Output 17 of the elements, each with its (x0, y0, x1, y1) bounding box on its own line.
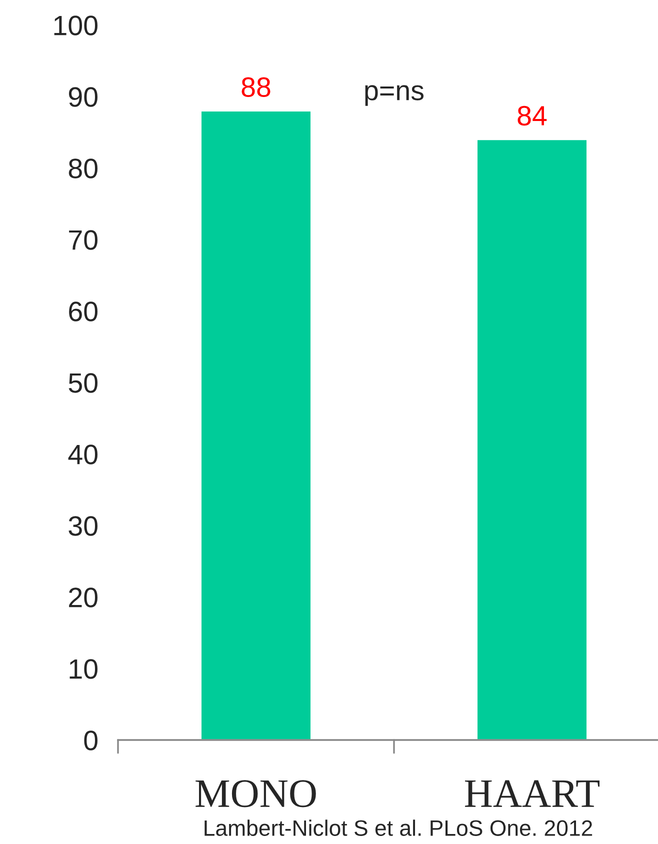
y-tick-label: 50 (68, 373, 98, 393)
y-tick-label: 90 (68, 87, 98, 107)
annotation: p=ns (365, 85, 424, 106)
y-tick-label: 20 (69, 588, 98, 608)
y-tick-label: 30 (68, 516, 98, 536)
x-tick-label: MONO (196, 780, 316, 808)
data-label: 88 (242, 77, 270, 97)
y-tick-label: 0 (84, 730, 98, 750)
y-tick-label: 40 (68, 444, 98, 464)
data-label: 84 (518, 106, 547, 126)
y-tick-label: 70 (69, 230, 98, 250)
text: Lambert-Niclot S et al. PLoS One. 2012 (204, 820, 592, 836)
x-tick-label: HAART (465, 780, 600, 807)
y-tick-label: 60 (69, 302, 98, 322)
y-tick-label: 10 (70, 659, 98, 679)
y-tick-label: 100 (54, 16, 98, 36)
y-tick-label: 80 (68, 158, 98, 178)
